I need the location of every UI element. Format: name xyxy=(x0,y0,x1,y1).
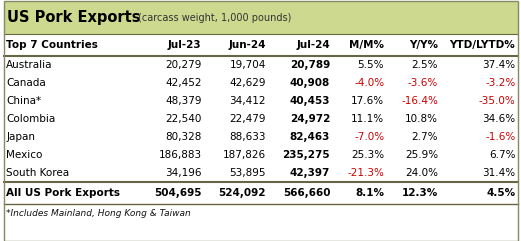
Text: 20,279: 20,279 xyxy=(165,60,202,70)
Text: 24,972: 24,972 xyxy=(290,114,330,124)
Text: 5.5%: 5.5% xyxy=(358,60,384,70)
Text: 566,660: 566,660 xyxy=(283,188,330,198)
Text: 53,895: 53,895 xyxy=(229,168,266,178)
Text: -4.0%: -4.0% xyxy=(354,78,384,88)
Text: China*: China* xyxy=(6,96,41,106)
Text: Top 7 Countries: Top 7 Countries xyxy=(6,40,98,50)
Text: -1.6%: -1.6% xyxy=(485,132,515,142)
Text: Colombia: Colombia xyxy=(6,114,55,124)
Text: 12.3%: 12.3% xyxy=(402,188,438,198)
Text: 37.4%: 37.4% xyxy=(482,60,515,70)
Text: -21.3%: -21.3% xyxy=(348,168,384,178)
Text: 34,412: 34,412 xyxy=(229,96,266,106)
Text: Jun-24: Jun-24 xyxy=(228,40,266,50)
Text: 504,695: 504,695 xyxy=(154,188,202,198)
Text: 48,379: 48,379 xyxy=(165,96,202,106)
Text: M/M%: M/M% xyxy=(349,40,384,50)
Text: 40,453: 40,453 xyxy=(290,96,330,106)
Text: US Pork Exports: US Pork Exports xyxy=(7,10,140,25)
Text: 34,196: 34,196 xyxy=(165,168,202,178)
Text: 2.5%: 2.5% xyxy=(412,60,438,70)
Text: 22,540: 22,540 xyxy=(165,114,202,124)
Text: 42,397: 42,397 xyxy=(290,168,330,178)
Text: All US Pork Exports: All US Pork Exports xyxy=(6,188,120,198)
Text: 187,826: 187,826 xyxy=(223,150,266,160)
Text: Japan: Japan xyxy=(6,132,35,142)
Text: 20,789: 20,789 xyxy=(290,60,330,70)
Text: Jul-23: Jul-23 xyxy=(168,40,202,50)
Text: 186,883: 186,883 xyxy=(158,150,202,160)
Text: -16.4%: -16.4% xyxy=(401,96,438,106)
Text: 10.8%: 10.8% xyxy=(405,114,438,124)
Text: 42,629: 42,629 xyxy=(229,78,266,88)
Text: 19,704: 19,704 xyxy=(230,60,266,70)
Text: 40,908: 40,908 xyxy=(290,78,330,88)
Text: 80,328: 80,328 xyxy=(165,132,202,142)
Text: 11.1%: 11.1% xyxy=(351,114,384,124)
Text: 31.4%: 31.4% xyxy=(482,168,515,178)
Text: 8.1%: 8.1% xyxy=(355,188,384,198)
Text: 34.6%: 34.6% xyxy=(482,114,515,124)
Text: Canada: Canada xyxy=(6,78,46,88)
Text: 24.0%: 24.0% xyxy=(405,168,438,178)
Text: 235,275: 235,275 xyxy=(282,150,330,160)
Text: -3.2%: -3.2% xyxy=(485,78,515,88)
Text: 42,452: 42,452 xyxy=(165,78,202,88)
Text: 6.7%: 6.7% xyxy=(489,150,515,160)
Text: 22,479: 22,479 xyxy=(229,114,266,124)
Text: *Includes Mainland, Hong Kong & Taiwan: *Includes Mainland, Hong Kong & Taiwan xyxy=(6,209,191,218)
Text: 2.7%: 2.7% xyxy=(412,132,438,142)
Text: YTD/LYTD%: YTD/LYTD% xyxy=(450,40,515,50)
Text: -3.6%: -3.6% xyxy=(408,78,438,88)
Text: South Korea: South Korea xyxy=(6,168,69,178)
Text: 524,092: 524,092 xyxy=(218,188,266,198)
Text: 4.5%: 4.5% xyxy=(486,188,515,198)
Text: Jul-24: Jul-24 xyxy=(296,40,330,50)
Text: -7.0%: -7.0% xyxy=(354,132,384,142)
Text: 88,633: 88,633 xyxy=(229,132,266,142)
Text: 82,463: 82,463 xyxy=(290,132,330,142)
Text: -35.0%: -35.0% xyxy=(479,96,515,106)
Text: 25.3%: 25.3% xyxy=(351,150,384,160)
Text: Y/Y%: Y/Y% xyxy=(409,40,438,50)
Text: 25.9%: 25.9% xyxy=(405,150,438,160)
Text: 17.6%: 17.6% xyxy=(351,96,384,106)
Text: (carcass weight, 1,000 pounds): (carcass weight, 1,000 pounds) xyxy=(138,13,291,23)
Text: Australia: Australia xyxy=(6,60,53,70)
Text: Mexico: Mexico xyxy=(6,150,43,160)
